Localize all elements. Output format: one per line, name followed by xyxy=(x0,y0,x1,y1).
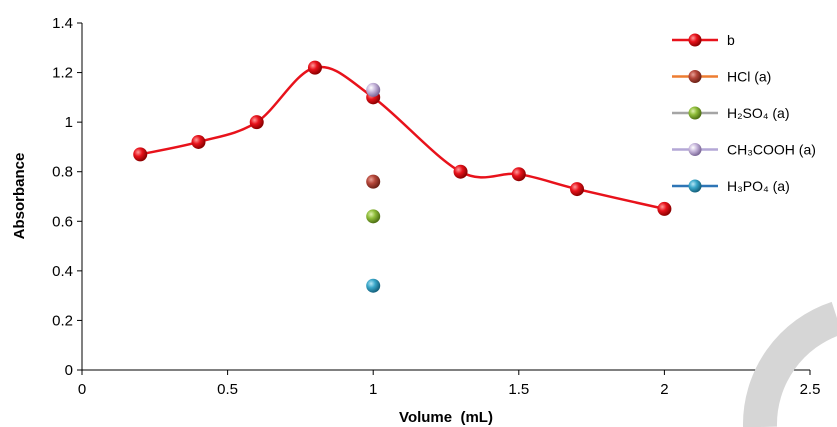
y-tick-label: 0 xyxy=(65,362,73,379)
x-tick-label: 2.5 xyxy=(800,381,821,398)
legend-marker-hcl xyxy=(688,70,702,83)
legend-label-h3po4: H₃PO₄ (a) xyxy=(727,178,790,194)
y-tick-label: 1.4 xyxy=(52,15,73,32)
y-ticks: 0 0.2 0.4 0.6 0.8 1 1.2 1.4 xyxy=(52,15,82,379)
legend: b HCl (a) H₂SO₄ (a) CH₃COOH (a) H₃PO₄ (a) xyxy=(672,32,816,194)
legend-marker-h3po4 xyxy=(688,179,702,193)
series-points xyxy=(133,60,672,293)
series-line-b xyxy=(139,65,665,211)
data-point-h2so4 xyxy=(366,209,381,224)
legend-marker-h2so4 xyxy=(688,106,702,120)
x-tick-label: 1.5 xyxy=(508,381,529,398)
data-point-hcl xyxy=(366,174,381,189)
data-point-b xyxy=(249,115,264,130)
y-tick-label: 0.4 xyxy=(52,263,73,280)
legend-label-b: b xyxy=(727,32,735,48)
data-point-b xyxy=(191,134,206,149)
data-point-h3po4 xyxy=(366,278,381,293)
y-tick-label: 0.2 xyxy=(52,312,73,329)
data-point-b xyxy=(511,167,526,182)
data-point-b xyxy=(453,164,468,179)
axes xyxy=(81,23,810,371)
data-point-b xyxy=(570,182,585,197)
legend-label-h2so4: H₂SO₄ (a) xyxy=(727,105,790,121)
legend-marker-b xyxy=(688,33,702,47)
data-point-b xyxy=(307,60,322,75)
legend-marker-ch3cooh xyxy=(688,143,702,156)
y-tick-label: 0.8 xyxy=(52,164,73,181)
x-ticks: 0 0.5 1 1.5 2 2.5 xyxy=(78,370,821,398)
y-axis-title: Absorbance xyxy=(11,153,28,240)
legend-label-hcl: HCl (a) xyxy=(727,69,771,85)
decorative-arc xyxy=(742,301,837,427)
y-tick-label: 0.6 xyxy=(52,213,73,230)
legend-label-ch3cooh: CH₃COOH (a) xyxy=(727,142,816,158)
x-tick-label: 0.5 xyxy=(217,381,238,398)
x-tick-label: 2 xyxy=(660,381,668,398)
data-point-b xyxy=(133,147,148,162)
x-tick-label: 0 xyxy=(78,381,86,398)
x-tick-label: 1 xyxy=(369,381,377,398)
x-axis-title: Volume (mL) xyxy=(399,409,493,426)
series-lines xyxy=(139,65,665,211)
y-tick-label: 1 xyxy=(65,114,73,131)
data-point-ch3cooh xyxy=(366,82,381,97)
data-point-b xyxy=(657,201,672,216)
y-tick-label: 1.2 xyxy=(52,65,73,82)
